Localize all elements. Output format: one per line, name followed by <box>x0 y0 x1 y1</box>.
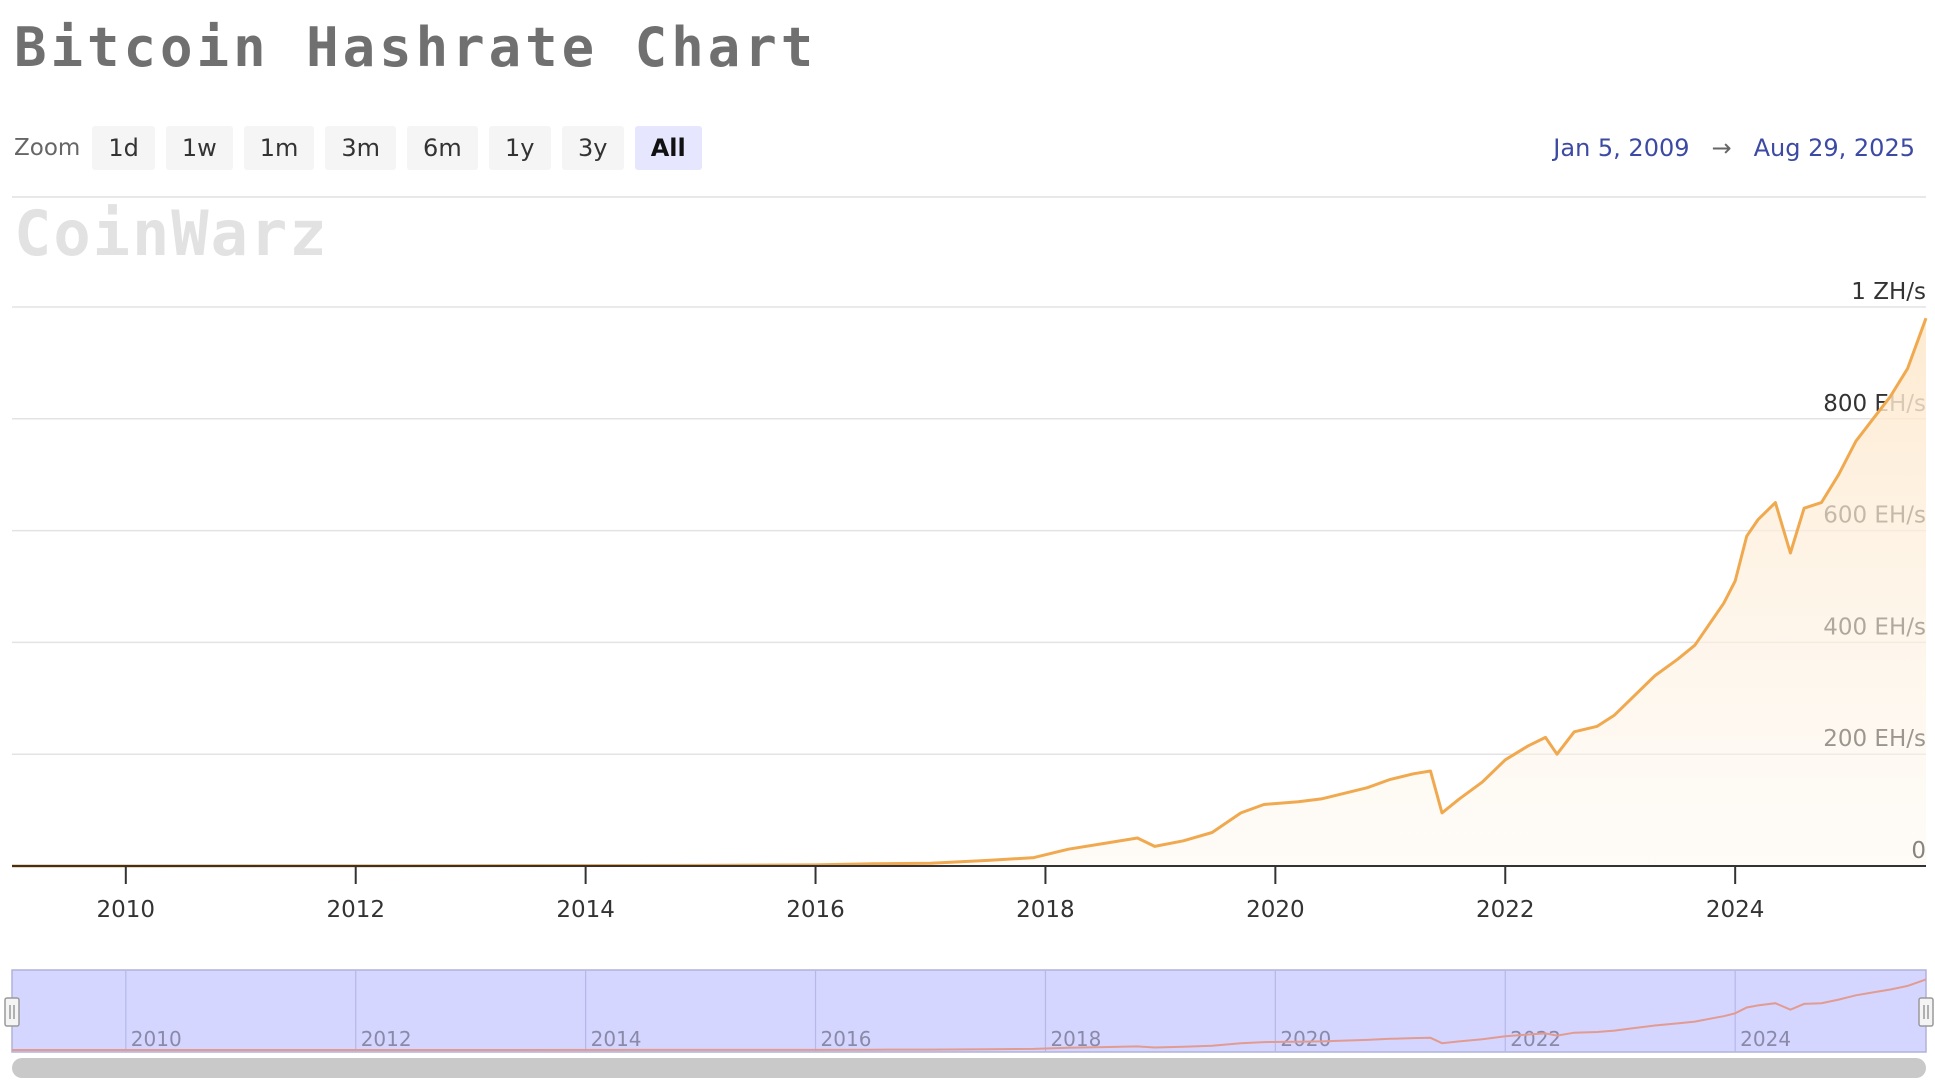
navigator-handle-left[interactable] <box>4 997 20 1027</box>
zoom-button-3m[interactable]: 3m <box>325 126 397 170</box>
watermark-logo: CoinWarz <box>14 197 329 270</box>
navigator-handle-right[interactable] <box>1918 997 1934 1027</box>
navigator-tick-label: 2012 <box>361 1027 412 1051</box>
grid <box>12 306 1926 755</box>
x-axis-ticks: 2010 2012 2014 2016 2018 2020 2022 2024 <box>97 866 1765 923</box>
hashrate-area <box>12 318 1926 866</box>
arrow-right-icon: → <box>1711 134 1732 162</box>
zoom-button-all[interactable]: All <box>634 126 702 170</box>
y-tick-label: 1 ZH/s <box>1851 279 1926 305</box>
handle-right-icon[interactable] <box>1918 997 1934 1027</box>
navigator-scrollbar[interactable] <box>12 1058 1926 1078</box>
x-tick-label: 2022 <box>1476 897 1535 923</box>
hashrate-series-line <box>11 317 1928 868</box>
x-tick-label: 2018 <box>1016 897 1075 923</box>
page-title: Bitcoin Hashrate Chart <box>14 16 818 79</box>
x-tick-label: 2012 <box>326 897 385 923</box>
x-tick-label: 2016 <box>786 897 845 923</box>
navigator-tick-label: 2024 <box>1740 1027 1791 1051</box>
zoom-button-1d[interactable]: 1d <box>92 126 155 170</box>
navigator[interactable]: 2010 2012 2014 2016 2018 2020 2022 2024 <box>4 969 1934 1053</box>
zoom-bar: Zoom 1d 1w 1m 3m 6m 1y 3y All <box>14 126 713 170</box>
handle-left-icon[interactable] <box>4 997 20 1027</box>
navigator-grid: 2010 2012 2014 2016 2018 2020 2022 2024 <box>125 970 1791 1052</box>
zoom-button-1y[interactable]: 1y <box>488 126 551 170</box>
x-tick-label: 2024 <box>1706 897 1765 923</box>
navigator-tick-label: 2022 <box>1510 1027 1561 1051</box>
x-tick-label: 2020 <box>1246 897 1305 923</box>
range-from-input[interactable]: Jan 5, 2009 <box>1553 134 1690 162</box>
zoom-button-6m[interactable]: 6m <box>407 126 478 170</box>
navigator-tick-label: 2020 <box>1280 1027 1331 1051</box>
zoom-label: Zoom <box>14 135 81 161</box>
x-tick-label: 2014 <box>556 897 615 923</box>
navigator-series-line <box>12 978 1926 1051</box>
date-range: Jan 5, 2009 → Aug 29, 2025 <box>1553 126 1915 170</box>
navigator-tick-label: 2010 <box>131 1027 182 1051</box>
navigator-selection[interactable] <box>11 969 1927 1053</box>
zoom-button-1w[interactable]: 1w <box>165 126 233 170</box>
zoom-button-1m[interactable]: 1m <box>243 126 315 170</box>
zoom-button-3y[interactable]: 3y <box>561 126 624 170</box>
x-tick-label: 2010 <box>97 897 156 923</box>
range-to-input[interactable]: Aug 29, 2025 <box>1753 134 1915 162</box>
navigator-tick-label: 2014 <box>591 1027 642 1051</box>
navigator-tick-label: 2016 <box>821 1027 872 1051</box>
